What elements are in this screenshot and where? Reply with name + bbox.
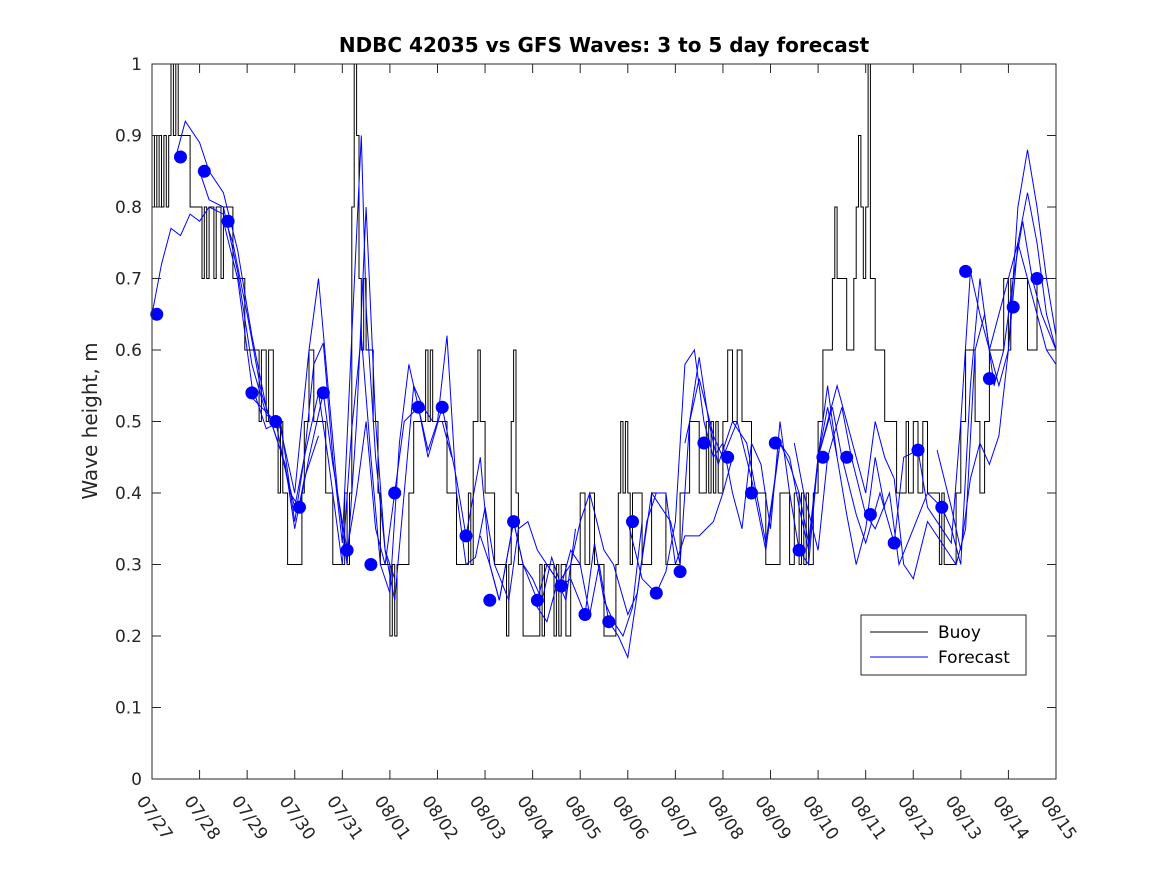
forecast-markers	[150, 150, 1044, 629]
forecast-line	[199, 171, 453, 601]
y-tick-label: 0.5	[115, 413, 142, 433]
y-axis-label: Wave height, m	[78, 342, 102, 499]
forecast-marker	[626, 515, 639, 529]
forecast-marker	[150, 307, 164, 321]
legend-buoy-label: Buoy	[938, 623, 981, 643]
forecast-marker	[863, 508, 877, 521]
forecast-marker	[293, 500, 306, 514]
forecast-marker	[388, 486, 402, 500]
forecast-line	[684, 240, 1057, 551]
y-tick-label: 0.4	[115, 484, 142, 504]
legend: Buoy Forecast	[860, 614, 1027, 676]
forecast-marker	[221, 214, 235, 228]
forecast-marker	[887, 536, 901, 550]
forecast-marker	[530, 593, 544, 607]
forecast-marker	[459, 529, 473, 543]
forecast-marker	[245, 386, 259, 400]
forecast-marker	[197, 164, 211, 178]
forecast-marker	[578, 608, 592, 621]
chart-title: NDBC 42035 vs GFS Waves: 3 to 5 day fore…	[339, 33, 870, 57]
forecast-marker	[554, 579, 568, 593]
legend-forecast-label: Forecast	[938, 648, 1010, 668]
forecast-marker	[768, 436, 782, 450]
forecast-marker	[911, 443, 925, 457]
forecast-marker	[507, 515, 521, 529]
forecast-marker	[269, 415, 283, 428]
forecast-marker	[602, 615, 616, 629]
forecast-marker	[483, 593, 497, 607]
buoy-series	[152, 63, 1056, 637]
y-tick-label: 0.3	[115, 556, 142, 576]
forecast-marker	[792, 543, 806, 557]
y-tick-label: 1	[131, 55, 142, 75]
forecast-line	[936, 192, 1057, 551]
forecast-marker	[840, 450, 854, 464]
forecast-marker	[435, 400, 449, 414]
forecast-marker	[1030, 272, 1044, 285]
forecast-marker	[816, 450, 830, 464]
forecast-marker	[935, 500, 949, 514]
forecast-marker	[649, 586, 663, 600]
y-tick-label: 0	[131, 770, 142, 790]
forecast-marker	[745, 486, 758, 500]
forecast-marker	[340, 543, 354, 557]
y-tick-label: 0.1	[115, 699, 142, 719]
legend-box	[860, 614, 1027, 676]
buoy-line	[152, 63, 1056, 637]
forecast-marker	[959, 264, 973, 278]
forecast-marker	[411, 400, 425, 414]
forecast-line	[627, 348, 886, 594]
forecast-marker	[364, 558, 378, 571]
forecast-marker	[316, 386, 330, 400]
forecast-line	[222, 221, 576, 603]
y-tick-label: 0.2	[115, 627, 142, 647]
y-tick-label: 0.9	[115, 127, 142, 147]
y-tick-label: 0.6	[115, 341, 142, 361]
forecast-marker	[673, 565, 687, 579]
y-tick-label: 0.7	[115, 270, 142, 290]
forecast-marker	[1006, 300, 1020, 314]
forecast-line	[246, 392, 643, 638]
y-tick-label: 0.8	[115, 198, 142, 218]
forecast-marker	[982, 372, 996, 386]
forecast-marker	[721, 450, 735, 464]
y-axis-ticks: 0 0.1 0.2 0.3 0.4 0.5 0.6 0.7 0.8 0.9 1	[115, 55, 1056, 790]
forecast-line	[817, 221, 1057, 581]
forecast-marker	[174, 150, 187, 164]
forecast-marker	[697, 436, 711, 450]
forecast-line	[479, 457, 733, 660]
